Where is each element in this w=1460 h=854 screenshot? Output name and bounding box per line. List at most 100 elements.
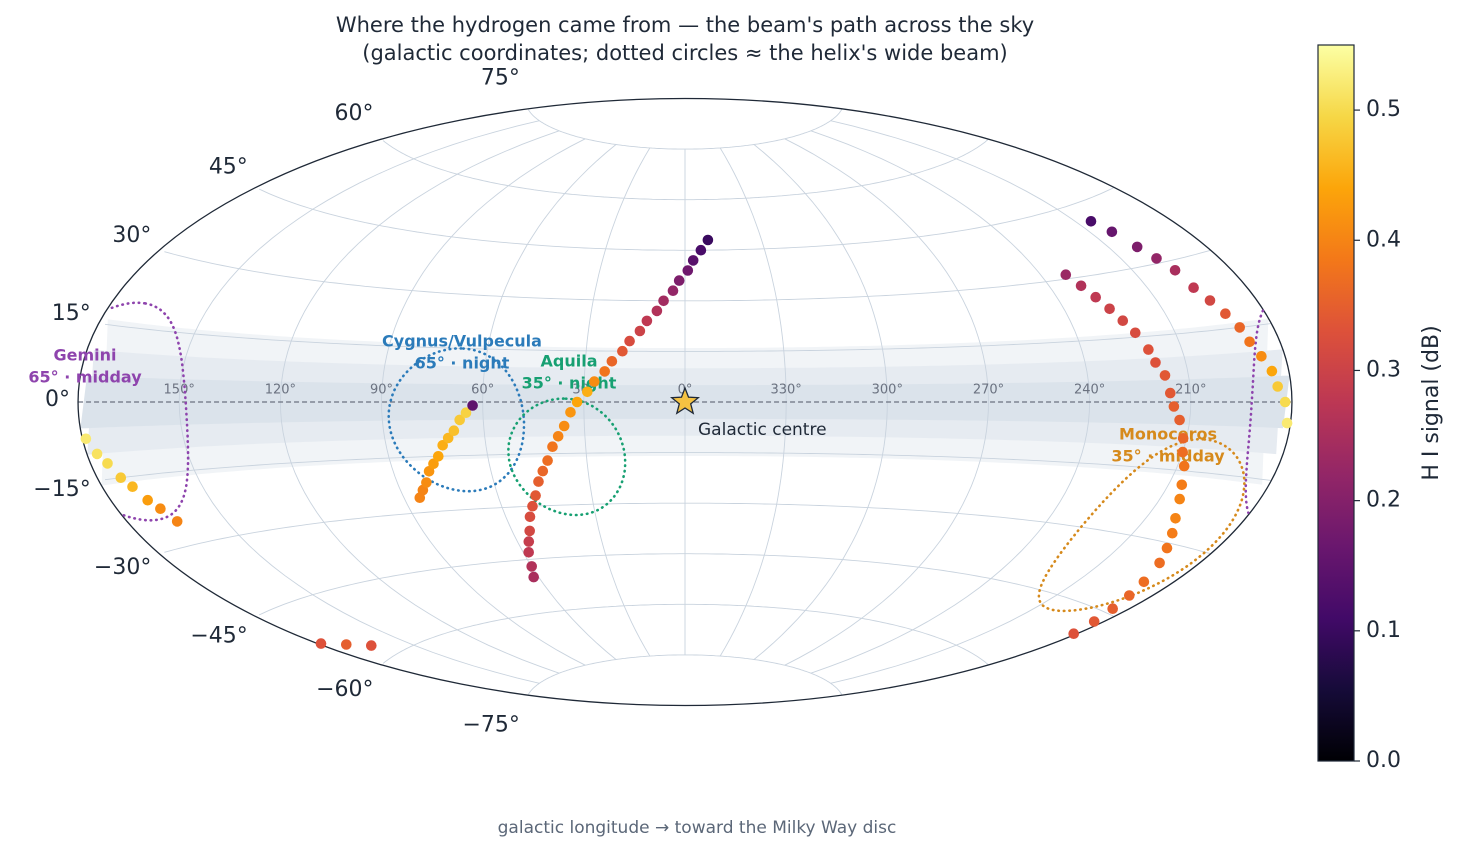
x-tick-label: 120°	[265, 383, 296, 398]
beam-label: Gemini	[53, 346, 116, 365]
data-point	[523, 547, 534, 558]
data-point	[80, 433, 92, 445]
beam-circle	[507, 397, 627, 517]
data-point	[533, 476, 544, 487]
data-point	[1131, 241, 1143, 253]
sky-outline	[77, 97, 1293, 707]
colorbar-tick-label: 0.3	[1366, 357, 1401, 382]
data-point	[1174, 493, 1185, 505]
data-point	[1117, 315, 1129, 327]
data-point	[1266, 365, 1278, 377]
grid-parallel	[259, 553, 1115, 618]
data-point	[1174, 414, 1185, 426]
y-tick-label: 0°	[45, 387, 70, 412]
data-point	[1168, 401, 1180, 412]
data-point	[565, 407, 576, 418]
grid-meridian	[784, 138, 989, 666]
data-point	[547, 441, 558, 453]
data-point	[1281, 417, 1293, 429]
data-point	[1150, 357, 1161, 368]
data-point	[155, 503, 166, 514]
colorbar-tick-label: 0.5	[1366, 97, 1401, 122]
data-point	[523, 536, 535, 547]
data-point	[1159, 370, 1171, 381]
x-axis-label: galactic longitude → toward the Milky Wa…	[498, 818, 897, 838]
grid-meridian	[381, 138, 586, 666]
x-tick-label: 330°	[770, 383, 801, 398]
x-tick-label: 150°	[164, 383, 195, 398]
y-tick-label: 75°	[481, 66, 520, 91]
data-point	[127, 481, 138, 493]
x-tick-label: 270°	[973, 383, 1004, 398]
data-point	[687, 255, 699, 266]
data-point	[673, 275, 685, 286]
data-point	[1177, 433, 1189, 444]
data-point	[527, 500, 538, 512]
beam-note: 65° · night	[415, 354, 510, 373]
colorbar-tick-label: 0.1	[1366, 618, 1401, 643]
data-point	[437, 440, 449, 451]
y-tick-label: 30°	[112, 223, 151, 248]
data-point	[526, 561, 537, 572]
galactic-centre-marker	[670, 386, 700, 415]
y-tick-label: 15°	[52, 301, 91, 326]
data-point	[641, 315, 653, 327]
data-point	[1170, 513, 1181, 524]
data-point	[433, 451, 444, 462]
data-point	[617, 345, 628, 357]
colorbar-tick-label: 0.4	[1366, 227, 1401, 252]
data-point	[1107, 603, 1118, 614]
data-point	[1154, 557, 1165, 569]
data-point	[467, 400, 478, 411]
data-point	[454, 414, 466, 426]
y-tick-label: −75°	[462, 712, 519, 737]
data-point	[1104, 303, 1115, 315]
beam-note: 35° · night	[522, 374, 617, 393]
data-point	[171, 516, 183, 527]
grid-parallel	[259, 186, 1115, 251]
chart-subtitle: (galactic coordinates; dotted circles ≈ …	[362, 41, 1008, 65]
data-point	[1234, 322, 1245, 333]
y-tick-label: −45°	[190, 623, 247, 648]
y-tick-label: −60°	[316, 677, 373, 702]
data-point	[1177, 446, 1188, 458]
grid-parallel	[382, 603, 989, 666]
data-point	[1178, 460, 1190, 472]
data-point	[571, 396, 583, 408]
data-point	[695, 244, 707, 256]
data-point	[428, 458, 439, 470]
x-tick-label: 300°	[872, 383, 903, 398]
y-tick-label: −30°	[94, 555, 151, 580]
data-point	[528, 571, 539, 583]
grid-parallel	[382, 138, 989, 201]
data-point	[442, 432, 454, 444]
data-point	[1151, 253, 1162, 264]
data-point	[1130, 327, 1141, 339]
beam-circle	[1037, 437, 1246, 613]
data-point	[552, 431, 564, 442]
data-point	[1279, 396, 1291, 408]
data-point	[1188, 282, 1199, 294]
data-point	[448, 425, 460, 437]
data-point	[634, 325, 646, 337]
data-point	[1244, 336, 1255, 348]
data-point	[582, 386, 593, 398]
data-point	[658, 295, 669, 307]
colorbar-tick-label: 0.0	[1366, 748, 1401, 773]
data-point	[702, 234, 714, 246]
data-point	[115, 472, 127, 484]
grid-parallel	[104, 452, 1272, 481]
grid-parallel	[104, 323, 1272, 352]
colorbar	[1317, 44, 1355, 762]
data-point	[341, 639, 352, 650]
data-point	[1060, 269, 1072, 281]
data-point	[1088, 616, 1100, 627]
data-point	[589, 376, 600, 387]
beam-note: 65° · midday	[28, 368, 142, 387]
data-point	[1204, 295, 1216, 306]
data-point	[524, 525, 535, 537]
sky-layer	[78, 108, 1292, 696]
data-point	[1085, 216, 1097, 227]
colorbar-label: H I signal (dB)	[1419, 325, 1444, 480]
